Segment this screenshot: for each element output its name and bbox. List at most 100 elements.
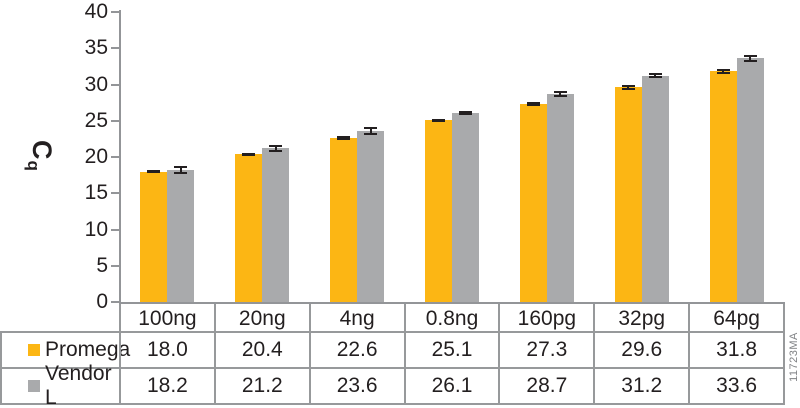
table-cell-vendor-l-32pg: 31.2 — [593, 369, 688, 403]
bar-promega-20ng — [235, 154, 263, 302]
error-bar-vendor-l-32pg — [648, 73, 662, 79]
table-cell-vendor-l-0-8ng: 26.1 — [403, 369, 499, 403]
error-bar-cap-top — [269, 145, 283, 148]
category-cell-20ng: 20ng — [213, 304, 309, 333]
legend-promega: Promega — [2, 333, 130, 367]
table-cell-vendor-l-4ng: 23.6 — [308, 369, 404, 403]
error-bar-vendor-l-100ng — [174, 166, 188, 175]
error-bar-cap-bottom — [174, 172, 188, 175]
error-bar-line — [559, 90, 562, 98]
error-bar-line — [179, 166, 182, 175]
error-bar-cap-bottom — [716, 71, 730, 74]
error-bar-cap-bottom — [364, 132, 378, 135]
error-bar-cap-top — [743, 54, 757, 57]
error-bar-cap-bottom — [526, 103, 540, 106]
y-tick-0 — [111, 301, 119, 303]
error-bar-cap-bottom — [337, 137, 351, 140]
y-tick-label-20: 20 — [84, 145, 108, 168]
legend-vendor-l: Vendor L — [2, 362, 119, 408]
y-tick-label-35: 35 — [84, 36, 108, 60]
table-cell-promega-20ng: 20.4 — [213, 333, 309, 367]
error-bar-cap-bottom — [621, 87, 635, 90]
bar-vendor-l-100ng — [167, 170, 195, 302]
error-bar-cap-top — [553, 90, 567, 93]
y-tick-label-0: 0 — [96, 290, 108, 313]
legend-label-promega: Promega — [45, 338, 131, 361]
category-cell-32pg: 32pg — [593, 304, 689, 333]
category-cell-160pg: 160pg — [498, 304, 594, 333]
table-cell-promega-160pg: 27.3 — [498, 333, 593, 367]
y-tick-5 — [111, 264, 119, 267]
bar-promega-4ng — [330, 138, 358, 302]
legend-swatch-vendor-l — [28, 380, 40, 392]
y-axis-label: Cq — [23, 125, 57, 185]
data-table: Promega 18.0 20.4 22.6 25.1 27.3 29.6 31.8 Vendo… — [0, 331, 785, 408]
error-bar-vendor-l-64pg — [743, 54, 757, 63]
table-row-vendor-l: Vendor L 18.2 21.2 23.6 26.1 28.7 31.2 33.6 — [2, 362, 783, 408]
error-bar-promega-100ng — [147, 169, 161, 174]
category-cell-64pg: 64pg — [688, 304, 786, 333]
y-tick-10 — [111, 228, 119, 231]
error-bar-line — [627, 85, 630, 90]
error-bar-promega-64pg — [716, 69, 730, 74]
y-tick-label-15: 15 — [84, 181, 108, 205]
error-bar-vendor-l-4ng — [364, 127, 378, 135]
bar-vendor-l-20ng — [262, 148, 290, 302]
table-cell-vendor-l-20ng: 21.2 — [213, 369, 309, 403]
error-bar-cap-bottom — [147, 171, 161, 174]
table-cell-promega-100ng: 18.0 — [119, 333, 214, 367]
y-axis-label-subscript: q — [24, 160, 43, 171]
y-axis-label-main: C — [27, 140, 57, 160]
bar-promega-32pg — [614, 87, 642, 302]
bar-vendor-l-32pg — [641, 75, 669, 302]
table-cell-vendor-l-100ng: 18.2 — [119, 369, 214, 403]
error-bar-cap-bottom — [648, 76, 662, 79]
error-bar-promega-32pg — [621, 85, 635, 90]
table-cell-promega-4ng: 22.6 — [308, 333, 404, 367]
bar-vendor-l-0-8ng — [452, 112, 479, 302]
error-bar-vendor-l-0-8ng — [459, 110, 472, 115]
error-bar-promega-0-8ng — [432, 118, 445, 122]
error-bar-cap-bottom — [432, 119, 445, 122]
y-tick-label-30: 30 — [84, 72, 108, 96]
error-bar-line — [722, 69, 725, 74]
error-bar-cap-bottom — [269, 149, 283, 152]
error-bar-cap-top — [648, 73, 662, 76]
category-header-row: 100ng 20ng 4ng 0.8ng 160pg 32pg 64pg — [119, 304, 786, 333]
bar-promega-0-8ng — [425, 120, 452, 302]
error-bar-cap-bottom — [553, 95, 567, 98]
error-bar-cap-bottom — [459, 112, 472, 115]
figure-id-watermark: 11723MA — [788, 332, 800, 382]
y-tick-15 — [111, 192, 119, 195]
error-bar-cap-top — [716, 69, 730, 72]
error-bar-vendor-l-160pg — [553, 90, 567, 98]
error-bar-line — [274, 145, 277, 152]
x-axis-line — [119, 302, 785, 304]
table-cell-promega-32pg: 29.6 — [593, 333, 688, 367]
bar-promega-100ng — [140, 171, 168, 302]
bar-vendor-l-160pg — [546, 93, 574, 302]
y-tick-label-40: 40 — [84, 0, 108, 23]
legend-label-vendor-l: Vendor L — [45, 362, 112, 408]
bar-vendor-l-64pg — [736, 58, 764, 302]
y-tick-35 — [111, 47, 119, 50]
error-bar-line — [369, 127, 372, 135]
error-bar-promega-20ng — [242, 152, 256, 156]
error-bar-promega-160pg — [526, 102, 540, 106]
bar-promega-64pg — [709, 71, 737, 302]
error-bar-cap-top — [459, 110, 472, 113]
error-bar-line — [749, 54, 752, 63]
error-bar-cap-top — [526, 102, 540, 105]
bar-vendor-l-4ng — [357, 130, 385, 302]
table-cell-promega-0-8ng: 25.1 — [403, 333, 499, 367]
legend-swatch-promega — [28, 344, 40, 356]
category-cell-4ng: 4ng — [308, 304, 404, 333]
table-cell-vendor-l-64pg: 33.6 — [688, 369, 783, 403]
y-tick-25 — [111, 119, 119, 122]
bar-promega-160pg — [519, 104, 547, 302]
error-bar-promega-4ng — [337, 136, 351, 140]
category-cell-0-8ng: 0.8ng — [403, 304, 499, 333]
error-bar-line — [654, 73, 657, 79]
y-tick-label-25: 25 — [84, 108, 108, 132]
